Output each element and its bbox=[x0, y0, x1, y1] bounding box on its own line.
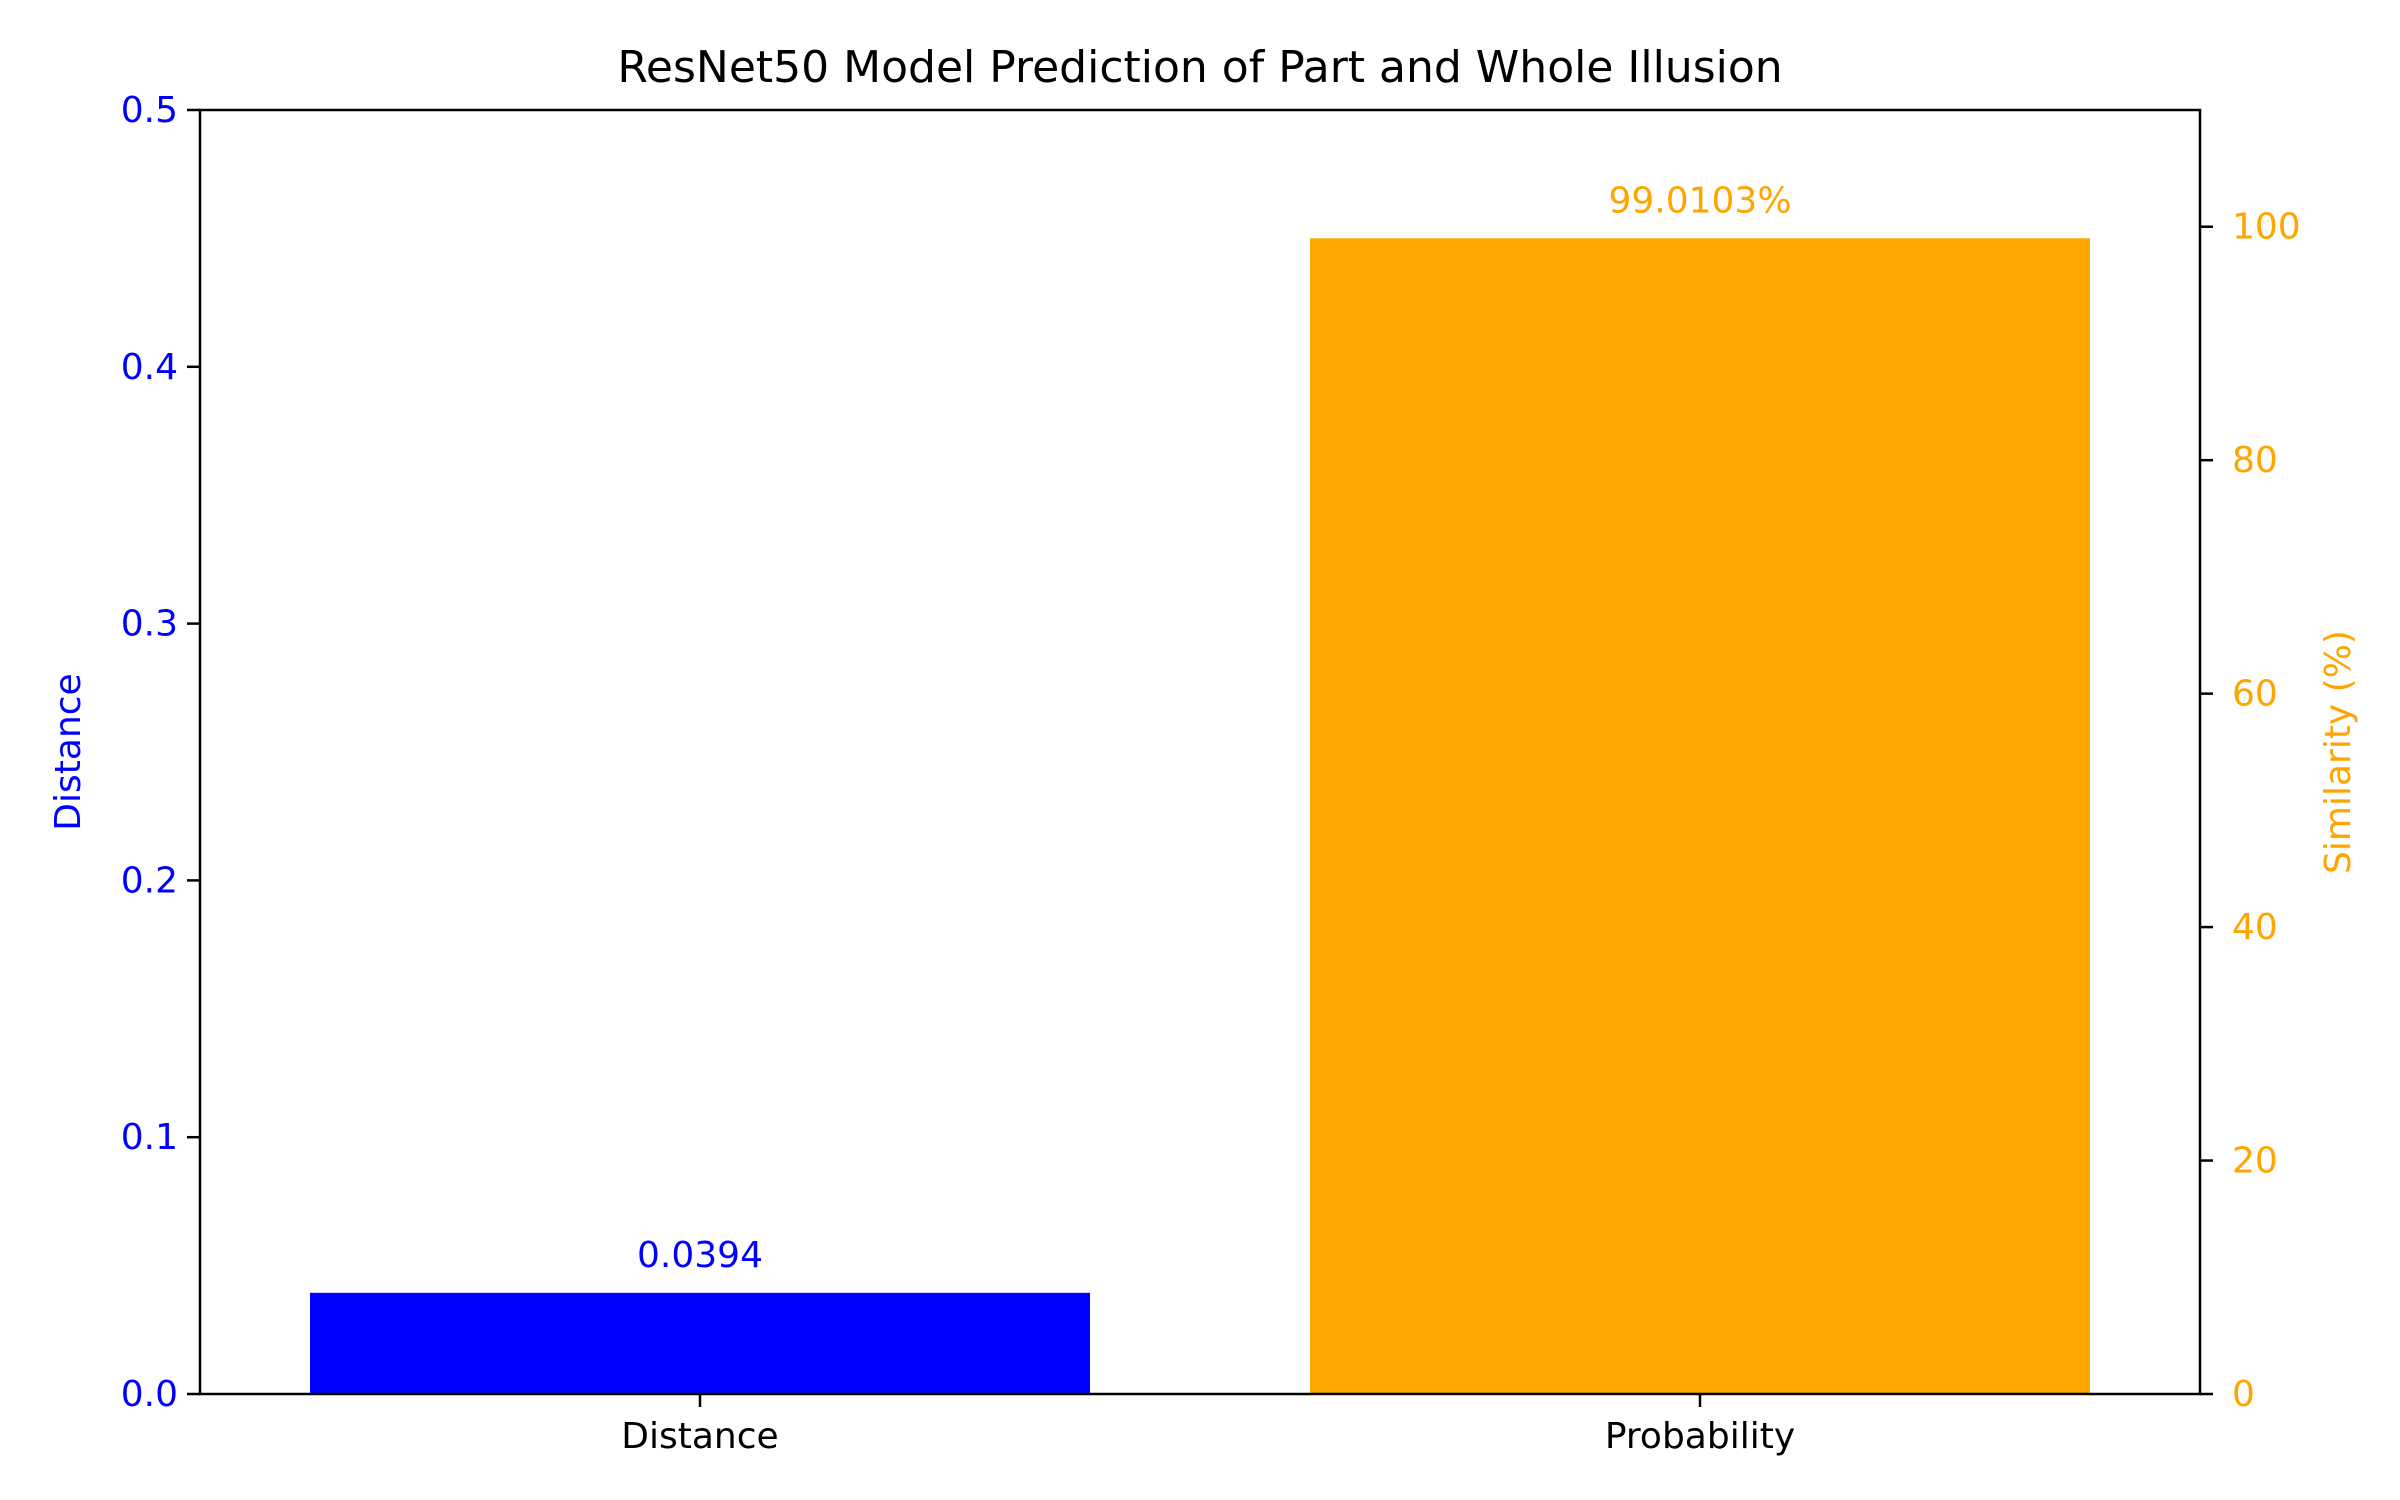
left-axis-ticks: 0.0 0.1 0.2 0.3 0.4 0.5 bbox=[121, 90, 200, 1415]
x-tick-label: Distance bbox=[621, 1416, 778, 1457]
right-tick-label: 80 bbox=[2232, 440, 2278, 481]
right-tick-label: 60 bbox=[2232, 674, 2278, 715]
left-tick-label: 0.1 bbox=[121, 1117, 178, 1158]
right-tick-label: 40 bbox=[2232, 907, 2278, 948]
bar-distance bbox=[310, 1292, 1090, 1394]
right-axis-ticks: 0 20 40 60 80 100 bbox=[2200, 207, 2301, 1415]
left-tick-label: 0.3 bbox=[121, 604, 178, 645]
right-tick-label: 20 bbox=[2232, 1141, 2278, 1182]
left-tick-label: 0.5 bbox=[121, 90, 178, 131]
bar-labels: 0.0394 99.0103% bbox=[637, 180, 1792, 1276]
left-axis-title: Distance bbox=[48, 673, 89, 830]
plot-frame bbox=[198, 108, 2202, 1396]
left-tick-label: 0.0 bbox=[121, 1374, 178, 1415]
left-tick-label: 0.2 bbox=[121, 860, 178, 901]
bar-value-label-distance: 0.0394 bbox=[637, 1235, 763, 1276]
right-axis-title: Similarity (%) bbox=[2318, 630, 2359, 874]
left-tick-label: 0.4 bbox=[121, 347, 178, 388]
x-tick-label: Probability bbox=[1605, 1416, 1795, 1457]
x-axis-ticks: Distance Probability bbox=[621, 1394, 1795, 1457]
bar-probability bbox=[1310, 238, 2090, 1394]
right-tick-label: 0 bbox=[2232, 1374, 2255, 1415]
chart-title: ResNet50 Model Prediction of Part and Wh… bbox=[617, 42, 1782, 93]
right-tick-label: 100 bbox=[2232, 207, 2301, 248]
bars bbox=[310, 238, 2090, 1394]
bar-value-label-probability: 99.0103% bbox=[1608, 180, 1791, 221]
